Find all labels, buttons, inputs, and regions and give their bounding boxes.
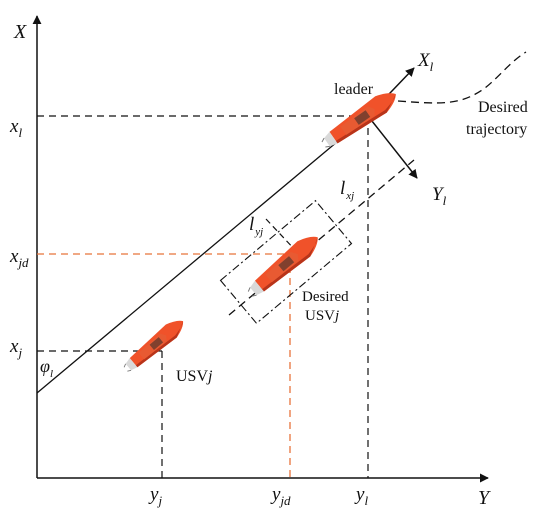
y-axis-label: Y <box>478 487 491 509</box>
angle-label: φl <box>40 356 53 380</box>
tick-xl: xl <box>9 116 22 140</box>
desired-usv-box <box>219 199 353 325</box>
desired-usv-label-1: Desired <box>302 289 349 305</box>
leader-y-axis <box>367 115 418 179</box>
usv-j-boat <box>119 314 189 377</box>
tick-xj: xj <box>9 336 22 360</box>
lyj-segment <box>265 218 298 253</box>
desired-projection-lines <box>37 253 291 478</box>
tick-yl: yl <box>354 484 368 508</box>
leader-label: leader <box>334 81 374 98</box>
desired-trajectory-label-2: trajectory <box>466 121 527 138</box>
axes: X Y <box>13 15 491 509</box>
usv-j-label: USVj <box>176 368 213 385</box>
lxj-label: lxj <box>340 178 354 202</box>
tick-yj: yj <box>148 484 162 508</box>
leader-frame: Xl Yl <box>367 50 447 208</box>
leader-x-label: Xl <box>417 50 434 74</box>
desired-usv-label-2: USVj <box>305 308 339 324</box>
lyj-label: lyj <box>249 214 263 238</box>
leader-y-label: Yl <box>432 184 447 208</box>
projection-lines <box>37 115 369 478</box>
tick-yjd: yjd <box>270 484 291 508</box>
tick-xjd: xjd <box>9 246 29 270</box>
desired-trajectory-curve <box>397 51 527 104</box>
leader-line-of-sight <box>36 115 369 394</box>
x-axis-label: X <box>13 21 27 43</box>
desired-trajectory-label-1: Desired <box>478 99 528 116</box>
